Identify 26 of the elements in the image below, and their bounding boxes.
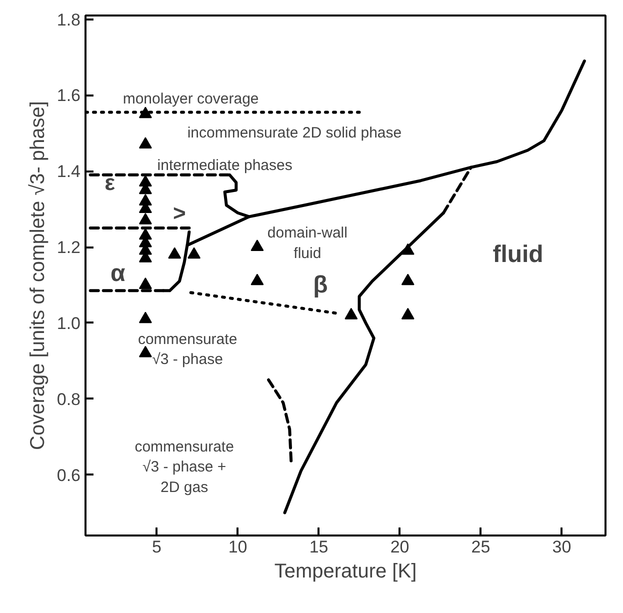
y-tick-label: 0.6	[56, 466, 81, 485]
annotation: α	[110, 260, 126, 288]
x-tick-label: 20	[390, 538, 410, 556]
x-tick-label: 10	[228, 538, 248, 556]
annotation: ε	[104, 170, 116, 196]
x-axis-title: Temperature [K]	[274, 560, 417, 582]
annotation: >	[173, 200, 186, 226]
annotation: domain-wall fluid	[267, 224, 348, 262]
y-axis-title: Coverage [units of complete √3- phase]	[26, 101, 49, 450]
x-tick-label: 5	[152, 538, 162, 556]
annotation: fluid	[492, 241, 544, 268]
y-tick-label: 1.2	[56, 238, 81, 258]
annotation: commensurate √3 - phase	[138, 330, 238, 368]
annotation: intermediate phases	[157, 156, 292, 174]
y-tick-label: 1.4	[56, 162, 81, 182]
x-tick-label: 15	[309, 538, 328, 556]
y-tick-label: 1.6	[56, 86, 81, 106]
y-tick-label: 1.8	[56, 10, 81, 30]
annotation: incommensurate 2D solid phase	[187, 124, 402, 142]
annotation: monolayer coverage	[122, 90, 259, 108]
x-tick-label: 25	[471, 538, 490, 556]
annotation: commensurate √3 - phase + 2D gas	[134, 438, 234, 496]
annotation: β	[313, 271, 328, 298]
y-tick-label: 1.0	[56, 314, 81, 333]
x-tick-label: 30	[552, 538, 572, 556]
y-tick-label: 0.8	[56, 390, 81, 409]
